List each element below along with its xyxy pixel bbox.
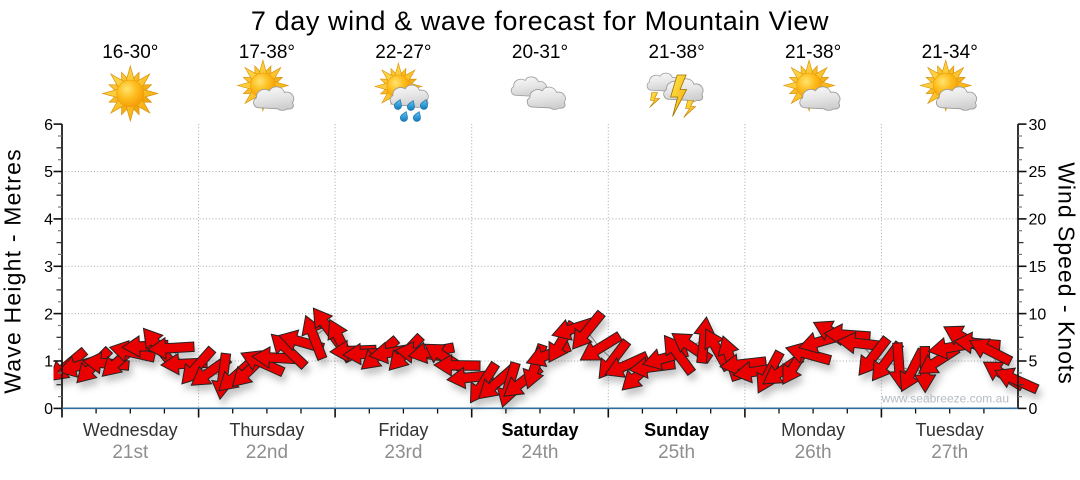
svg-text:2: 2 [44,306,53,323]
svg-text:22nd: 22nd [246,442,288,463]
svg-text:16-30°: 16-30° [102,42,158,63]
svg-text:24th: 24th [522,442,559,463]
svg-text:27th: 27th [931,442,968,463]
svg-text:4: 4 [44,212,53,229]
svg-text:5: 5 [1029,354,1038,371]
svg-text:20-31°: 20-31° [512,42,568,63]
svg-text:23rd: 23rd [384,442,422,463]
svg-text:Sunday: Sunday [644,420,709,440]
svg-text:Wednesday: Wednesday [83,420,178,440]
svg-text:3: 3 [44,259,53,276]
svg-text:21-38°: 21-38° [648,42,704,63]
svg-text:5: 5 [44,164,53,181]
svg-text:Saturday: Saturday [501,420,578,440]
svg-text:Friday: Friday [378,420,428,440]
svg-text:1: 1 [44,354,53,371]
svg-text:21st: 21st [112,442,149,463]
svg-text:26th: 26th [795,442,832,463]
svg-text:0: 0 [44,401,53,418]
svg-text:Thursday: Thursday [229,420,304,440]
svg-text:www.seabreeze.com.au: www.seabreeze.com.au [881,392,1009,406]
svg-text:Wave Height - Metres: Wave Height - Metres [0,148,26,394]
svg-text:25th: 25th [658,442,695,463]
svg-text:21-38°: 21-38° [785,42,841,63]
svg-text:Wind Speed - Knots: Wind Speed - Knots [1054,162,1080,385]
svg-text:7 day wind & wave forecast for: 7 day wind & wave forecast for Mountain … [251,6,829,36]
svg-text:Monday: Monday [781,420,845,440]
svg-text:17-38°: 17-38° [239,42,295,63]
svg-text:25: 25 [1029,164,1047,181]
svg-text:15: 15 [1029,259,1047,276]
svg-text:Tuesday: Tuesday [916,420,984,440]
svg-text:20: 20 [1029,212,1047,229]
svg-text:6: 6 [44,117,53,134]
svg-text:0: 0 [1029,401,1038,418]
svg-text:21-34°: 21-34° [922,42,978,63]
svg-text:30: 30 [1029,117,1047,134]
svg-text:10: 10 [1029,306,1047,323]
svg-text:22-27°: 22-27° [375,42,431,63]
